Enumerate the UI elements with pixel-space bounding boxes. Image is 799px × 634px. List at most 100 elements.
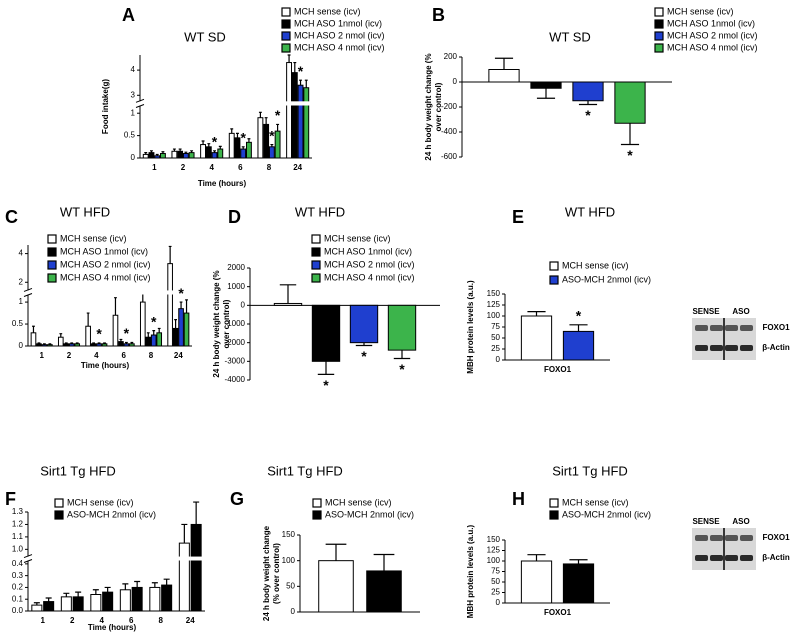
bar [171,150,178,159]
blot-band [740,345,753,351]
legend-swatch [47,260,57,270]
bar [63,343,70,347]
legend-label: ASO-MCH 2nmol (icv) [562,509,651,519]
bar [36,343,42,347]
legend-swatch [549,261,559,271]
bar [228,132,235,159]
error-bar [103,342,106,344]
legend-label: MCH ASO 1nmol (icv) [667,18,755,28]
legend-swatch [549,510,559,520]
error-bar [569,559,588,564]
bar [188,152,195,159]
x-tick-label: 4 [100,616,105,625]
error-bar [279,284,297,304]
legend-label: ASO-MCH 2nmol (icv) [325,509,414,519]
significance-star: * [576,308,582,324]
y-tick-label: 1.1 [12,532,24,541]
panel-letter: C [5,207,18,227]
y-tick-label: 0.3 [12,571,24,580]
y-tick-label: 100 [487,556,501,565]
y-axis-label: 24 h body weight change (% [424,53,433,160]
bar [182,153,189,159]
bar [101,343,108,347]
bar [112,314,119,347]
x-tick-label: 6 [238,163,243,172]
y-tick-label: 0 [291,607,296,616]
error-bar [172,148,176,152]
y-tick-label: 100 [487,311,501,320]
bar [257,117,264,159]
bar [102,591,114,612]
x-tick-label: 1 [152,163,157,172]
legend-label: MCH sense (icv) [324,233,391,243]
bar [85,325,91,347]
bar [118,341,124,347]
bar [572,81,604,102]
blot-lane-label: SENSE [692,307,720,316]
error-bar [527,554,546,561]
error-bar [64,342,68,344]
legend-label: MCH ASO 4 nmol (icv) [324,272,415,282]
error-bar [207,143,211,147]
error-bar [32,325,35,333]
y-axis-label: MBH protein levels (a.u.) [466,280,475,374]
significance-star: * [269,127,275,143]
chart-title: WT SD [184,29,226,44]
y-tick-label: 4 [19,249,24,258]
y-tick-label: 150 [487,289,501,298]
y-tick-label: 125 [487,546,501,555]
bar [74,343,81,347]
x-tick-label: 24 [174,351,183,360]
blot-band [695,325,708,331]
y-tick-label: 0 [19,341,24,350]
panel-letter: E [512,207,524,227]
error-bar [247,138,251,143]
bar [520,560,553,604]
error-bar [258,111,262,118]
error-bar [97,342,101,344]
bar [159,153,166,159]
y-tick-label: 0.5 [124,131,136,140]
error-bar [92,589,99,595]
legend-swatch [47,273,57,283]
panel-letter: A [122,5,135,25]
panel-letter: H [512,489,525,509]
error-bar [184,151,188,154]
y-tick-label: 100 [282,556,296,565]
error-bar [33,602,40,606]
x-tick-label: 1 [39,351,44,360]
error-bar [43,343,46,345]
error-bar [151,582,158,588]
bar [43,601,55,612]
error-bar [70,342,74,344]
bar [311,304,341,362]
legend-label: MCH sense (icv) [562,497,629,507]
legend-label: MCH ASO 4 nmol (icv) [60,272,151,282]
error-bar [45,597,52,602]
significance-star: * [627,147,633,163]
y-tick-label: 75 [491,322,500,331]
bar [90,594,102,612]
bar [217,148,224,159]
y-tick-label: 200 [444,52,458,61]
y-tick-label: -1000 [225,319,246,328]
y-tick-label: 0.0 [12,606,24,615]
x-tick-label: FOXO1 [544,608,572,617]
legend-swatch [312,510,322,520]
bar [530,81,562,89]
error-bar [185,299,188,314]
axis-break [136,101,312,106]
error-bar [299,79,302,86]
bar [178,542,190,612]
x-tick-label: 2 [181,163,186,172]
bar [129,343,135,347]
x-axis-label: Time (hours) [81,361,130,370]
error-bar [146,332,150,338]
x-tick-label: 2 [67,351,72,360]
y-tick-label: 25 [491,588,500,597]
panel-letter: F [5,489,16,509]
error-bar [527,311,546,316]
blot-band-label: β-Actin [762,553,790,562]
legend-label: MCH sense (icv) [325,497,392,507]
x-axis-label: Time (hours) [88,623,137,632]
